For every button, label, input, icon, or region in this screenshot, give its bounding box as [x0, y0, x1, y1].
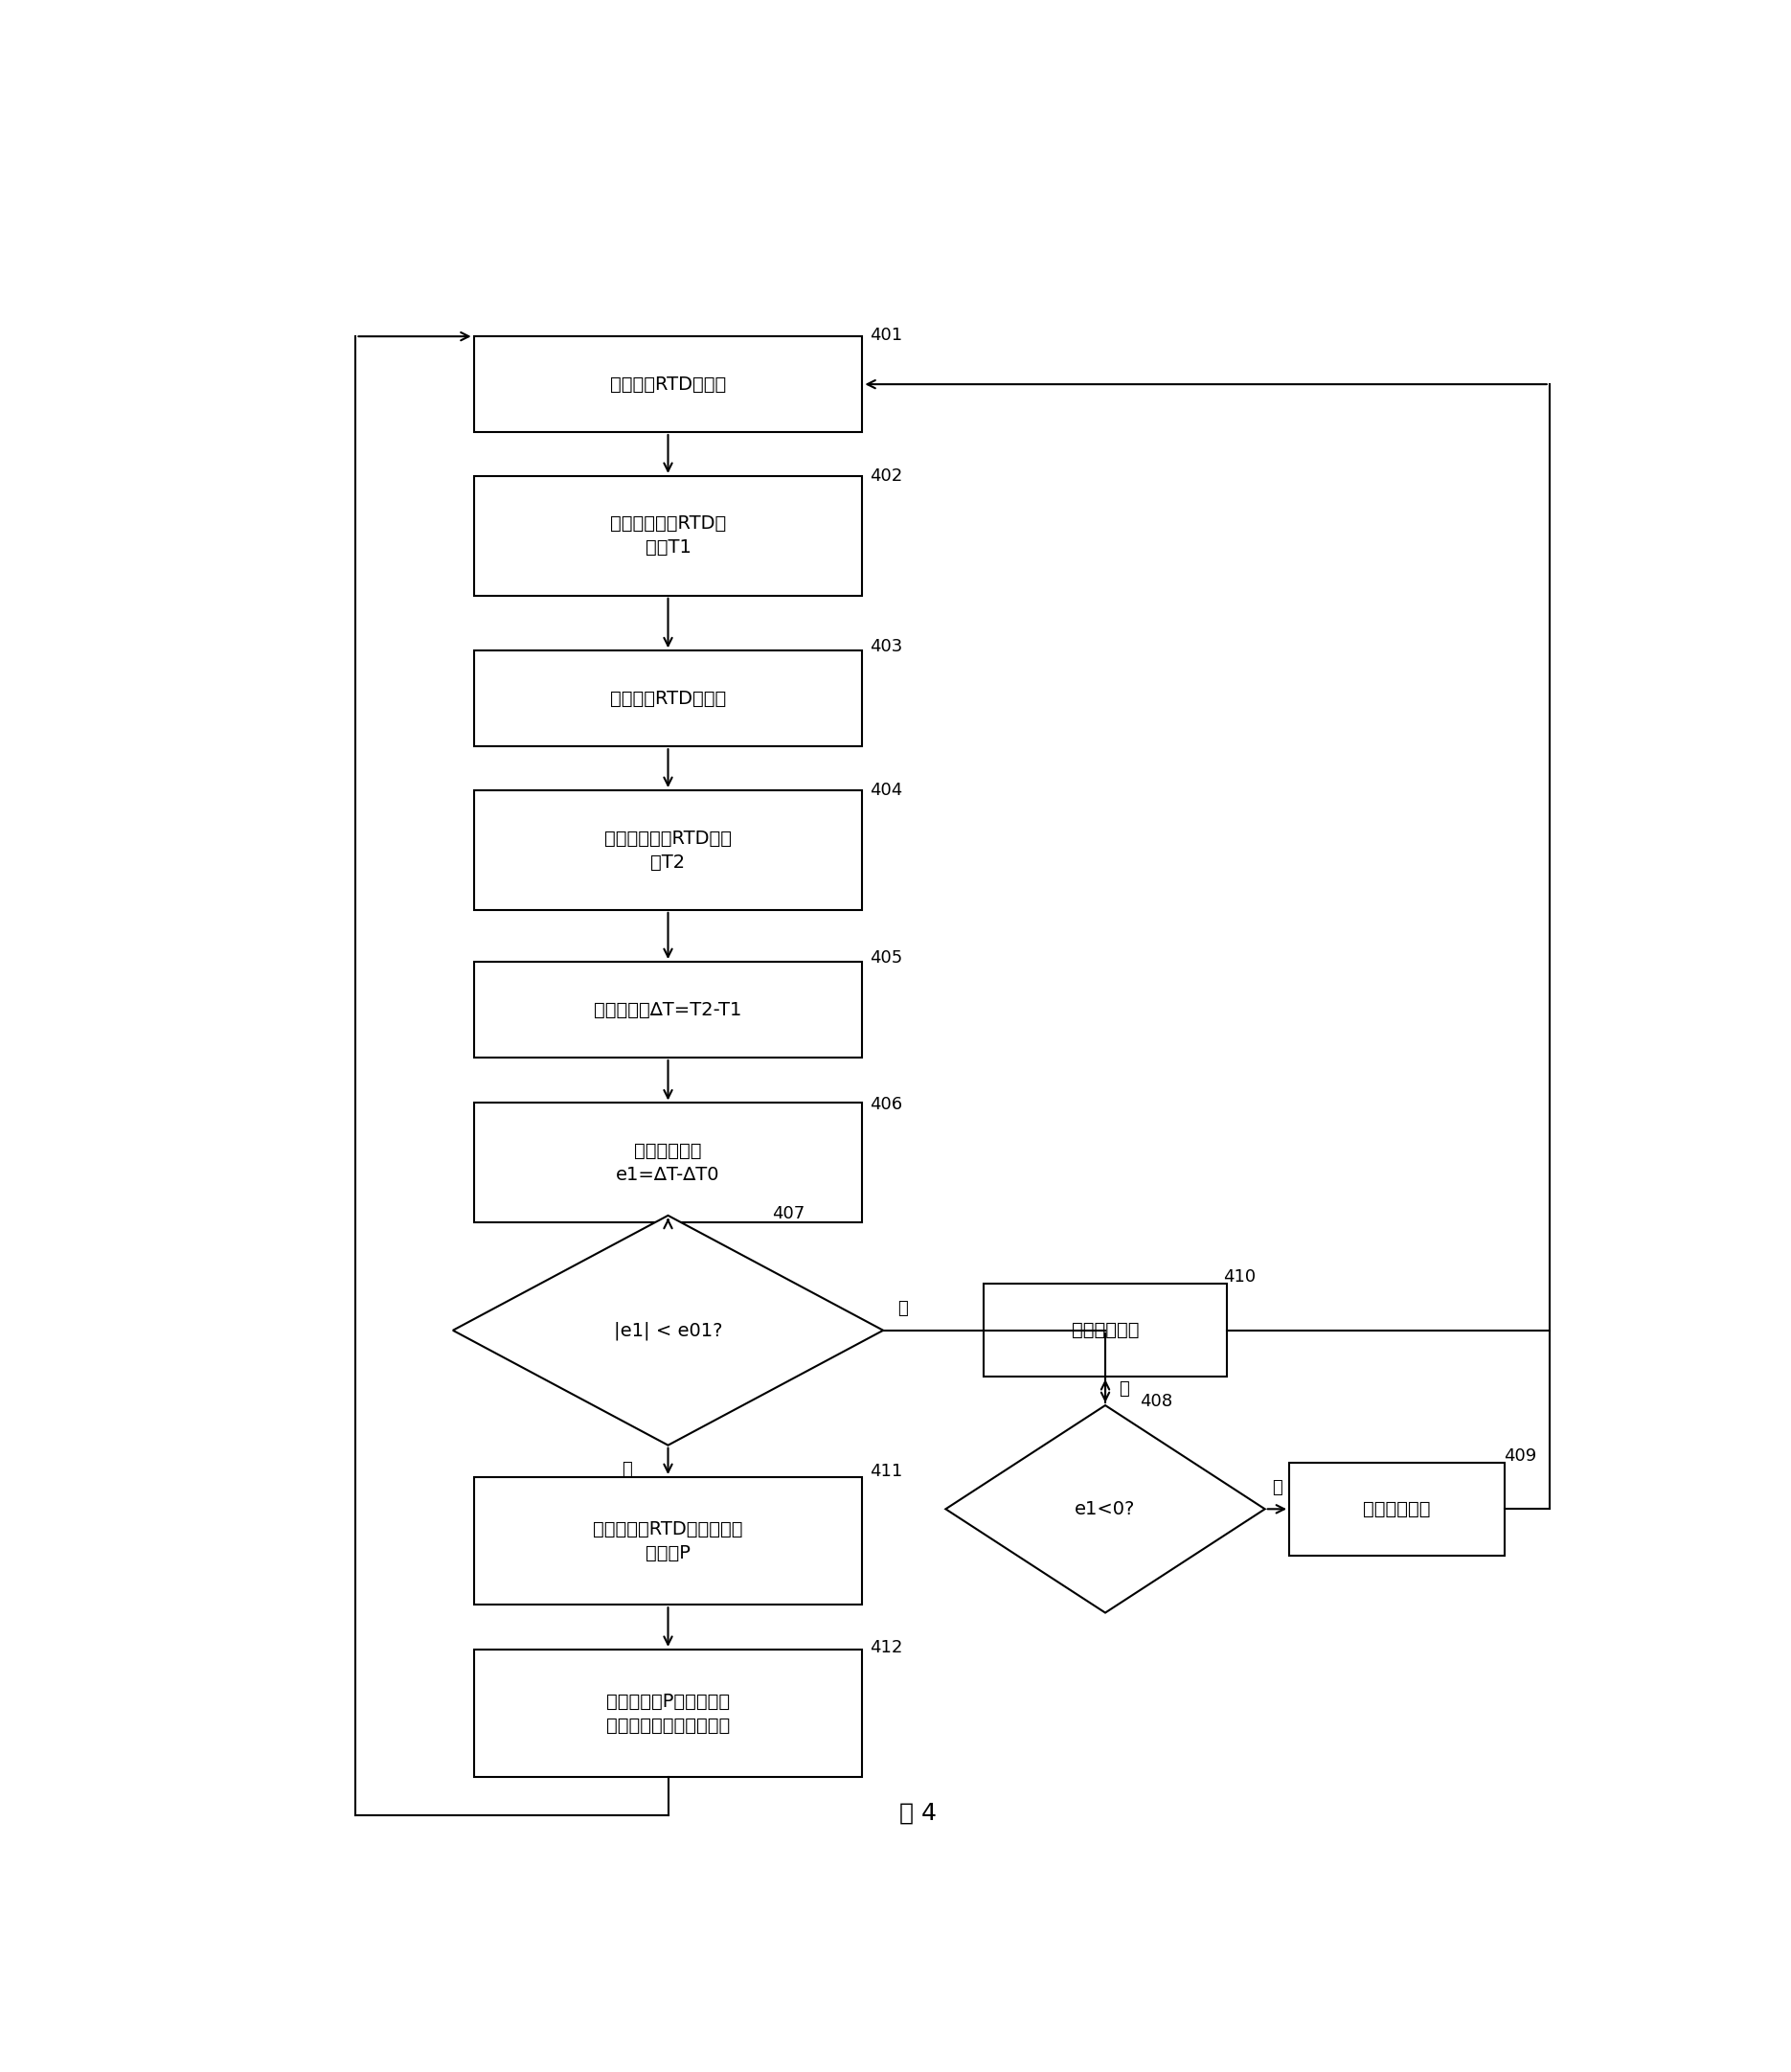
Text: |e1| < e01?: |e1| < e01? — [614, 1322, 722, 1341]
Text: 计算对测流RTD所施加的加
热功率P: 计算对测流RTD所施加的加 热功率P — [593, 1521, 743, 1562]
Bar — [473, 336, 863, 433]
Text: 是: 是 — [1272, 1479, 1282, 1496]
Text: 411: 411 — [869, 1463, 903, 1479]
Text: 测量测温RTD的电阵: 测量测温RTD的电阵 — [611, 375, 725, 394]
Text: 410: 410 — [1223, 1268, 1255, 1285]
Text: 计算控制偏差
e1=∆T-∆T0: 计算控制偏差 e1=∆T-∆T0 — [616, 1142, 720, 1183]
Text: 404: 404 — [869, 781, 903, 800]
Bar — [473, 651, 863, 746]
Bar — [983, 1285, 1227, 1376]
Bar — [473, 1649, 863, 1778]
Polygon shape — [946, 1405, 1264, 1612]
Bar — [473, 477, 863, 595]
Text: e1<0?: e1<0? — [1075, 1500, 1135, 1519]
Bar — [473, 1477, 863, 1604]
Text: 403: 403 — [869, 638, 903, 655]
Text: 增加加热功率: 增加加热功率 — [1363, 1500, 1431, 1519]
Text: 401: 401 — [869, 327, 903, 344]
Bar — [473, 1102, 863, 1222]
Text: 由加热功率P和流速的对
应曲线，求出流体的流速: 由加热功率P和流速的对 应曲线，求出流体的流速 — [605, 1693, 731, 1734]
Text: 408: 408 — [1141, 1392, 1173, 1411]
Text: 否: 否 — [897, 1301, 908, 1318]
Text: 402: 402 — [869, 468, 903, 485]
Bar — [1290, 1463, 1504, 1556]
Text: 412: 412 — [869, 1639, 903, 1656]
Text: 409: 409 — [1504, 1446, 1537, 1465]
Text: 查表得到测流RTD的温
度T2: 查表得到测流RTD的温 度T2 — [604, 829, 733, 870]
Text: 否: 否 — [1119, 1380, 1130, 1397]
Text: 计算温度差∆T=T2-T1: 计算温度差∆T=T2-T1 — [595, 1001, 741, 1019]
Polygon shape — [453, 1216, 883, 1446]
Text: 查表得到测温RTD的
温度T1: 查表得到测温RTD的 温度T1 — [611, 514, 725, 557]
Text: 405: 405 — [869, 949, 903, 966]
Bar — [473, 789, 863, 910]
Bar — [473, 961, 863, 1057]
Text: 406: 406 — [869, 1096, 903, 1113]
Text: 减小加热功率: 减小加热功率 — [1071, 1322, 1139, 1339]
Text: 图 4: 图 4 — [899, 1803, 937, 1825]
Text: 测量测流RTD的电阵: 测量测流RTD的电阵 — [611, 690, 725, 709]
Text: 407: 407 — [772, 1204, 804, 1222]
Text: 是: 是 — [621, 1461, 632, 1479]
